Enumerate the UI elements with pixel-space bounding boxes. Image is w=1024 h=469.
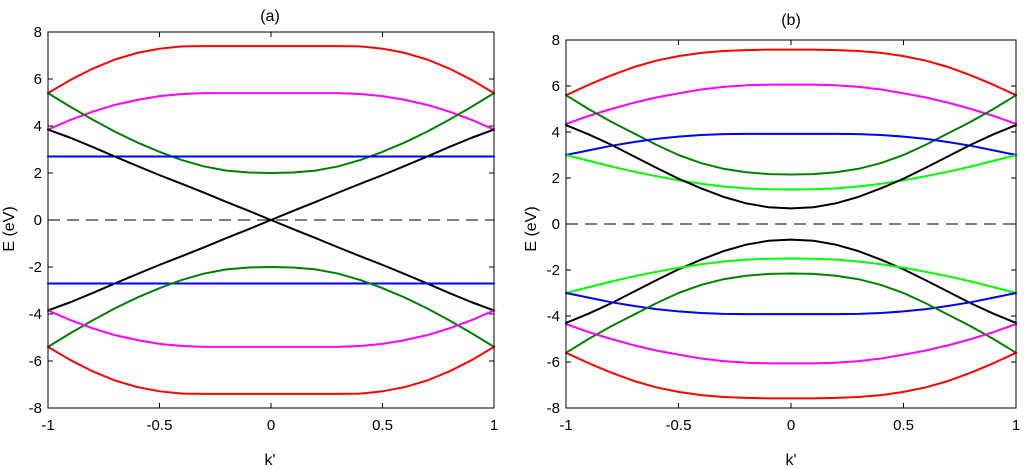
panel-b-ylabel: E (eV)	[523, 206, 540, 251]
panel-a-y-tick-label-8: -6	[29, 353, 42, 370]
panel-b-axes-box	[565, 39, 1017, 409]
panel-a-axes-box	[47, 31, 495, 409]
panel-a-x-tick-label-2: -0.5	[147, 417, 173, 434]
panel-a-band-line-2	[47, 92, 495, 131]
panel-b-band-line-7	[565, 238, 1017, 324]
panel-b-y-tick-label-1: 8	[552, 32, 560, 49]
panel-b-band-line-9	[565, 292, 1017, 316]
panel-b-band-line-2	[565, 83, 1017, 125]
panel-a-band-line-8	[47, 266, 495, 348]
panel-b-y-tick-label-8: -6	[547, 354, 560, 371]
panel-a-x-tick-label-4: 0.5	[372, 417, 393, 434]
panel-b-x-tick-label-5: 1	[1012, 417, 1020, 434]
panel-b-x-tick-label-1: -1	[559, 417, 572, 434]
panel-b-y-tick-label-9: -8	[547, 400, 560, 417]
panel-b-plot-area: -1 -0.5 0 0.5 1 8 6 4 2 0 -2 -4 -6 -8	[547, 32, 1021, 434]
panel-a: (a) E (eV) k' -1 -0.5 0 0.5 1 8 6 4 2 0 -2 -4 -6 -8	[1, 8, 498, 469]
panel-a-y-tick-label-7: -4	[29, 306, 42, 323]
panel-a-y-tick-label-1: 8	[34, 24, 42, 41]
panel-b-title: (b)	[781, 12, 801, 29]
panel-a-xlabel: k'	[264, 452, 275, 469]
panel-b-y-tick-label-5: 0	[552, 216, 560, 233]
panel-a-y-tick-label-4: 2	[34, 165, 42, 182]
panel-a-y-tick-label-5: 0	[34, 212, 42, 229]
panel-b-band-line-3	[565, 94, 1017, 176]
panel-a-x-tick-label-5: 1	[490, 417, 498, 434]
panel-b-y-tick-label-7: -4	[547, 308, 560, 325]
panel-a-x-tick-label-3: 0	[267, 417, 275, 434]
panel-a-title: (a)	[260, 8, 280, 25]
panel-b-band-line-8	[565, 257, 1017, 294]
panel-a-band-line-10	[47, 345, 495, 395]
panel-b-band-line-1	[565, 48, 1017, 97]
panel-a-band-line-3	[47, 92, 495, 174]
panel-a-band-line-9	[47, 309, 495, 348]
panel-a-y-tick-label-6: -2	[29, 259, 42, 276]
panel-a-plot-area: -1 -0.5 0 0.5 1 8 6 4 2 0 -2 -4 -6 -8	[29, 24, 499, 434]
panel-a-band-line-6	[47, 219, 495, 312]
panel-b-band-line-12	[565, 351, 1017, 400]
panel-b-y-tick-label-4: 2	[552, 170, 560, 187]
panel-b-band-line-10	[565, 272, 1017, 354]
panel-b-y-tick-label-2: 6	[552, 78, 560, 95]
panel-b-x-tick-label-4: 0.5	[893, 417, 914, 434]
panel-b-x-tick-label-2: -0.5	[666, 417, 692, 434]
panel-b-band-line-5	[565, 154, 1017, 191]
panel-a-ylabel: E (eV)	[1, 206, 18, 251]
panel-b-y-tick-label-3: 4	[552, 124, 560, 141]
panel-b-band-line-6	[565, 124, 1017, 210]
panel-a-band-line-1	[47, 45, 495, 95]
panel-a-y-tick-label-3: 4	[34, 118, 42, 135]
panel-b-y-tick-label-6: -2	[547, 262, 560, 279]
panel-a-y-tick-label-9: -8	[29, 400, 42, 417]
panel-b-band-line-4	[565, 132, 1017, 156]
panel-a-y-tick-label-2: 6	[34, 71, 42, 88]
panel-b-x-tick-label-3: 0	[787, 417, 795, 434]
panel-a-x-tick-label-1: -1	[41, 417, 54, 434]
panel-b: (b) E (eV) k' -1 -0.5 0 0.5 1 8 6 4 2 0 -2 -4 -6 -8	[523, 12, 1020, 469]
panel-b-xlabel: k'	[785, 452, 796, 469]
panel-b-band-line-11	[565, 323, 1017, 365]
